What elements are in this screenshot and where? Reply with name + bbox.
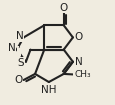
Text: O: O — [59, 3, 67, 13]
Text: CH₃: CH₃ — [73, 70, 90, 79]
Text: N: N — [16, 31, 23, 41]
Text: O: O — [14, 75, 22, 85]
Text: N: N — [74, 57, 82, 67]
Text: S: S — [17, 58, 24, 68]
Text: ’: ’ — [17, 46, 20, 55]
Text: O: O — [74, 32, 82, 42]
Text: N: N — [8, 43, 15, 53]
Text: NH: NH — [41, 85, 56, 95]
